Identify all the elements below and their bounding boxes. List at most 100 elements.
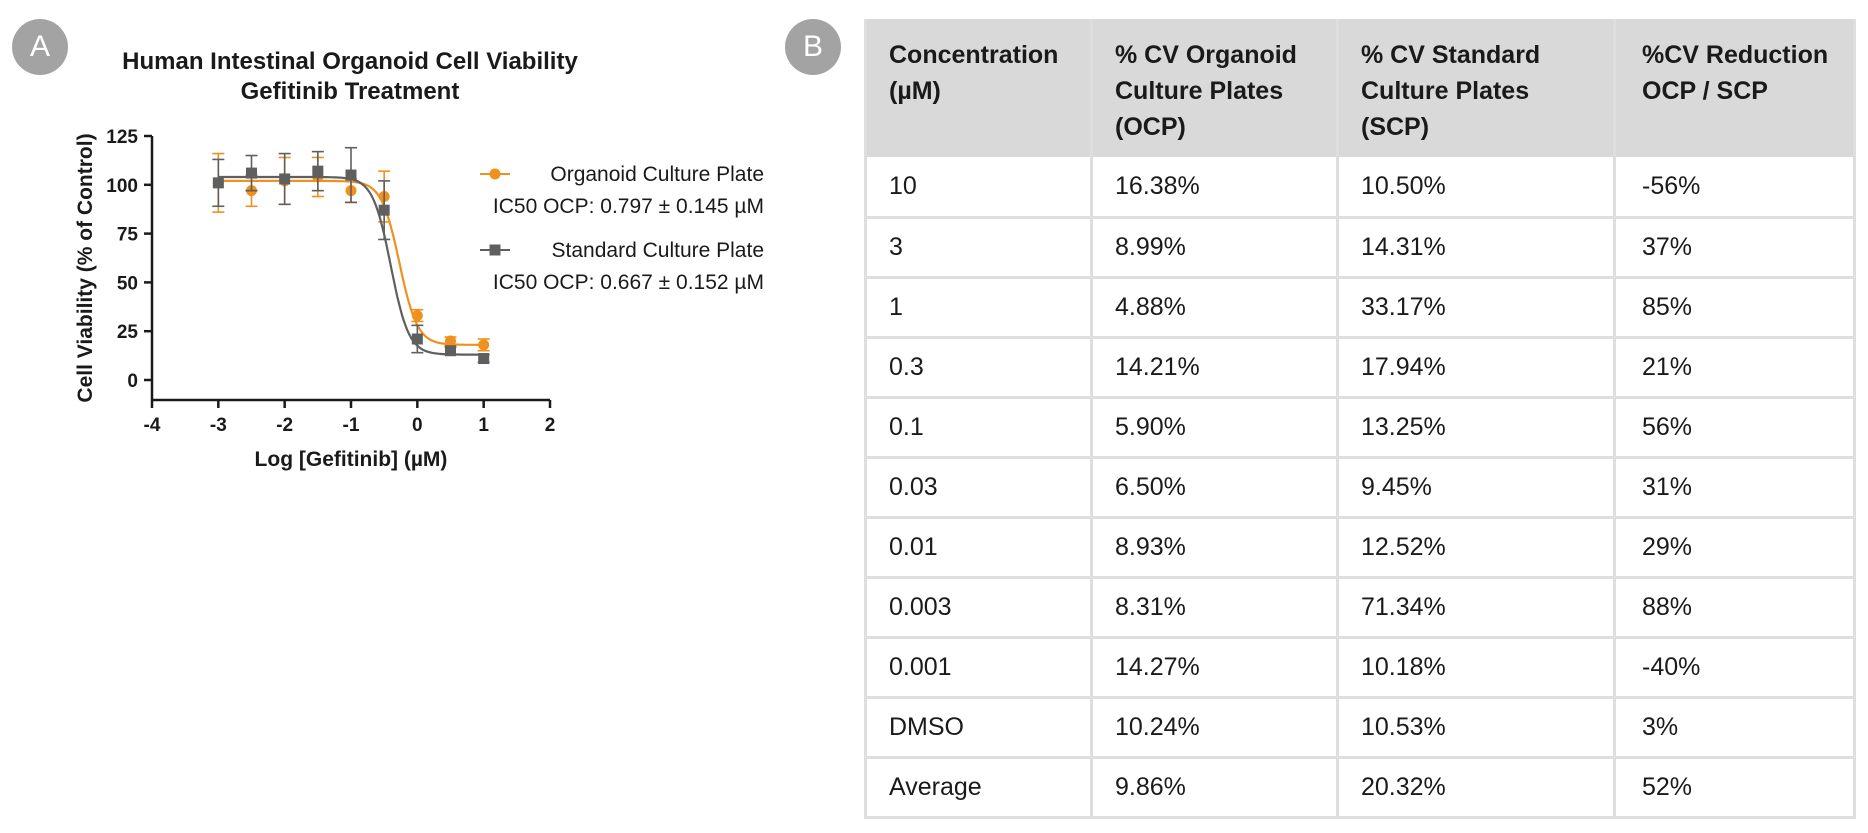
table-cell: -40% bbox=[1613, 635, 1856, 699]
y-tick-label: 25 bbox=[117, 322, 139, 343]
table-row: 0.003 8.31% 71.34% 88% bbox=[864, 575, 1856, 639]
table-cell: 56% bbox=[1613, 395, 1856, 459]
x-tick-label: 2 bbox=[545, 415, 556, 436]
chart-title-line-2: Gefitinib Treatment bbox=[240, 78, 460, 105]
table-cell: 29% bbox=[1613, 515, 1856, 579]
header-line: %CV Reduction bbox=[1642, 41, 1829, 69]
table-cell: 8.31% bbox=[1090, 575, 1339, 639]
table-cell: 71.34% bbox=[1336, 575, 1616, 639]
y-tick-label: 75 bbox=[117, 225, 139, 246]
header-line: (OCP) bbox=[1115, 113, 1186, 141]
table-cell: 0.003 bbox=[864, 575, 1093, 639]
legend-ic50-ocp: IC50 OCP: 0.797 ± 0.145 µM bbox=[493, 195, 764, 218]
x-axis-label: Log [Gefitinib] (µM) bbox=[255, 448, 448, 471]
header-line: Culture Plates bbox=[1361, 77, 1530, 105]
header-line: (SCP) bbox=[1361, 113, 1430, 141]
table-row: 1 4.88% 33.17% 85% bbox=[864, 275, 1856, 339]
table-cell: 10 bbox=[864, 157, 1093, 219]
table-cell: 88% bbox=[1613, 575, 1856, 639]
table-row: 10 16.38% 10.50% -56% bbox=[864, 157, 1856, 219]
data-point-scp bbox=[411, 333, 423, 345]
header-line: % CV Organoid bbox=[1115, 41, 1297, 69]
header-line: Culture Plates bbox=[1115, 77, 1284, 105]
dose-response-chart: 0 25 50 75 100 125 -4 -3 -2 -1 0 1 2 Log [Gefitinib] … bbox=[74, 127, 764, 471]
x-tick-label: -3 bbox=[210, 415, 227, 436]
table-cell: 10.53% bbox=[1336, 695, 1616, 759]
data-point-scp bbox=[279, 173, 291, 185]
data-point-scp bbox=[312, 165, 324, 177]
table-cell: 14.27% bbox=[1090, 635, 1339, 699]
table-row: 0.1 5.90% 13.25% 56% bbox=[864, 395, 1856, 459]
table-row: 3 8.99% 14.31% 37% bbox=[864, 215, 1856, 279]
legend-label-ocp: Organoid Culture Plate bbox=[550, 163, 764, 186]
table-cell: 14.21% bbox=[1090, 335, 1339, 399]
header-concentration: Concentration (µM) bbox=[864, 19, 1093, 157]
table-cell: 8.99% bbox=[1090, 215, 1339, 279]
table-cell: 33.17% bbox=[1336, 275, 1616, 339]
data-point-ocp bbox=[411, 310, 423, 322]
legend-marker-ocp bbox=[489, 168, 501, 180]
cv-table: Concentration (µM) % CV Organoid Culture… bbox=[864, 19, 1856, 819]
fit-curve-ocp bbox=[218, 179, 484, 346]
table-cell: 16.38% bbox=[1090, 157, 1339, 219]
table-cell: 9.45% bbox=[1336, 455, 1616, 519]
table-cell: 31% bbox=[1613, 455, 1856, 519]
data-point-ocp bbox=[478, 339, 490, 351]
table-cell: 0.03 bbox=[864, 455, 1093, 519]
header-line: OCP / SCP bbox=[1642, 77, 1768, 105]
table-cell: 1 bbox=[864, 275, 1093, 339]
table-cell: 85% bbox=[1613, 275, 1856, 339]
chart-title-line-1: Human Intestinal Organoid Cell Viability bbox=[122, 48, 578, 75]
table-cell: 9.86% bbox=[1090, 755, 1339, 819]
table-body: 10 16.38% 10.50% -56% 3 8.99% 14.31% 37% 1 4.88% 3… bbox=[864, 157, 1856, 819]
header-line: Concentration bbox=[889, 41, 1059, 69]
y-axis-label: Cell Viability (% of Control) bbox=[74, 133, 97, 402]
table-cell: 3 bbox=[864, 215, 1093, 279]
table-cell: 13.25% bbox=[1336, 395, 1616, 459]
table-cell: 6.50% bbox=[1090, 455, 1339, 519]
table-cell: 0.001 bbox=[864, 635, 1093, 699]
table-cell: -56% bbox=[1613, 157, 1856, 219]
panel-a-badge: A bbox=[12, 19, 68, 75]
legend-marker-scp bbox=[489, 244, 501, 256]
table-row: Average 9.86% 20.32% 52% bbox=[864, 755, 1856, 819]
x-tick-label: -1 bbox=[343, 415, 360, 436]
legend-label-scp: Standard Culture Plate bbox=[552, 239, 764, 262]
data-point-scp bbox=[345, 169, 357, 181]
fit-curve-scp bbox=[218, 175, 484, 356]
table-cell: 3% bbox=[1613, 695, 1856, 759]
table-cell: 10.50% bbox=[1336, 157, 1616, 219]
table-cell: 10.18% bbox=[1336, 635, 1616, 699]
cv-table-container: Concentration (µM) % CV Organoid Culture… bbox=[864, 19, 1856, 819]
data-point-scp bbox=[378, 204, 390, 216]
x-tick-label: 0 bbox=[412, 415, 423, 436]
table-row: 0.03 6.50% 9.45% 31% bbox=[864, 455, 1856, 519]
header-line: (µM) bbox=[889, 77, 941, 105]
table-row: 0.001 14.27% 10.18% -40% bbox=[864, 635, 1856, 699]
table-cell: 12.52% bbox=[1336, 515, 1616, 579]
table-cell: 5.90% bbox=[1090, 395, 1339, 459]
table-cell: 37% bbox=[1613, 215, 1856, 279]
table-cell: 17.94% bbox=[1336, 335, 1616, 399]
header-line: % CV Standard bbox=[1361, 41, 1541, 69]
data-point-scp bbox=[246, 167, 257, 179]
data-point-scp bbox=[478, 353, 490, 365]
table-cell: DMSO bbox=[864, 695, 1093, 759]
table-cell: 4.88% bbox=[1090, 275, 1339, 339]
header-cv-scp: % CV Standard Culture Plates (SCP) bbox=[1336, 19, 1616, 157]
table-cell: 0.01 bbox=[864, 515, 1093, 579]
y-tick-label: 50 bbox=[117, 273, 138, 294]
data-point-scp bbox=[212, 177, 224, 189]
data-point-scp bbox=[445, 345, 456, 357]
y-tick-label: 125 bbox=[106, 127, 138, 148]
x-tick-label: 1 bbox=[478, 415, 489, 436]
table-row: 0.3 14.21% 17.94% 21% bbox=[864, 335, 1856, 399]
table-cell: 0.3 bbox=[864, 335, 1093, 399]
panel-b-badge: B bbox=[785, 19, 841, 75]
table-cell: 10.24% bbox=[1090, 695, 1339, 759]
header-cv-reduction: %CV Reduction OCP / SCP bbox=[1613, 19, 1856, 157]
table-cell: 21% bbox=[1613, 335, 1856, 399]
table-row: 0.01 8.93% 12.52% 29% bbox=[864, 515, 1856, 579]
data-point-ocp bbox=[445, 335, 456, 347]
y-tick-label: 0 bbox=[127, 371, 138, 392]
